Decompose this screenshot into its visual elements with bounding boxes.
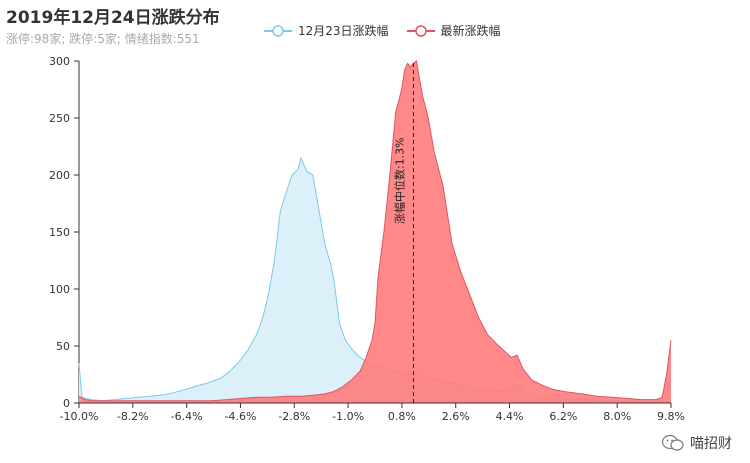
watermark: 喵招财 (662, 433, 732, 453)
x-tick-label: 8.0% (603, 410, 631, 423)
x-tick-label: -1.0% (332, 410, 364, 423)
x-tick-label: 4.4% (496, 410, 524, 423)
x-tick-label: -8.2% (117, 410, 149, 423)
y-tick-label: 150 (49, 226, 70, 239)
watermark-text: 喵招财 (690, 436, 732, 452)
y-tick-label: 50 (56, 340, 70, 353)
chart-subtitle: 涨停:98家; 跌停:5家; 情绪指数:551 (6, 32, 200, 46)
x-tick-label: 0.8% (388, 410, 416, 423)
series-area-latest (79, 61, 671, 403)
x-tick-label: -10.0% (60, 410, 99, 423)
y-tick-label: 250 (49, 112, 70, 125)
legend-label-prev: 12月23日涨跌幅 (298, 24, 389, 38)
x-tick-label: 2.6% (442, 410, 470, 423)
legend-label-latest: 最新涨跌幅 (440, 24, 501, 38)
chart-title: 2019年12月24日涨跌分布 (6, 8, 220, 28)
y-tick-label: 300 (49, 55, 70, 68)
legend-marker-prev-icon (264, 24, 292, 37)
wechat-icon (662, 434, 684, 451)
x-tick-label: -4.6% (224, 410, 256, 423)
y-tick-label: 200 (49, 169, 70, 182)
x-tick-label: -2.8% (278, 410, 310, 423)
y-tick-label: 0 (63, 397, 70, 410)
series-line-latest (78, 60, 672, 402)
legend: 12月23日涨跌幅 最新涨跌幅 (264, 22, 501, 39)
x-tick-label: 6.2% (549, 410, 577, 423)
legend-item-prev[interactable]: 12月23日涨跌幅 (264, 22, 389, 39)
legend-marker-latest-icon (406, 24, 435, 37)
y-tick-label: 100 (49, 283, 70, 296)
x-tick-label: 9.8% (657, 410, 685, 423)
median-label: 涨幅中位数:1.3% (392, 137, 406, 224)
x-tick-label: -6.4% (171, 410, 203, 423)
legend-item-latest[interactable]: 最新涨跌幅 (406, 22, 501, 39)
